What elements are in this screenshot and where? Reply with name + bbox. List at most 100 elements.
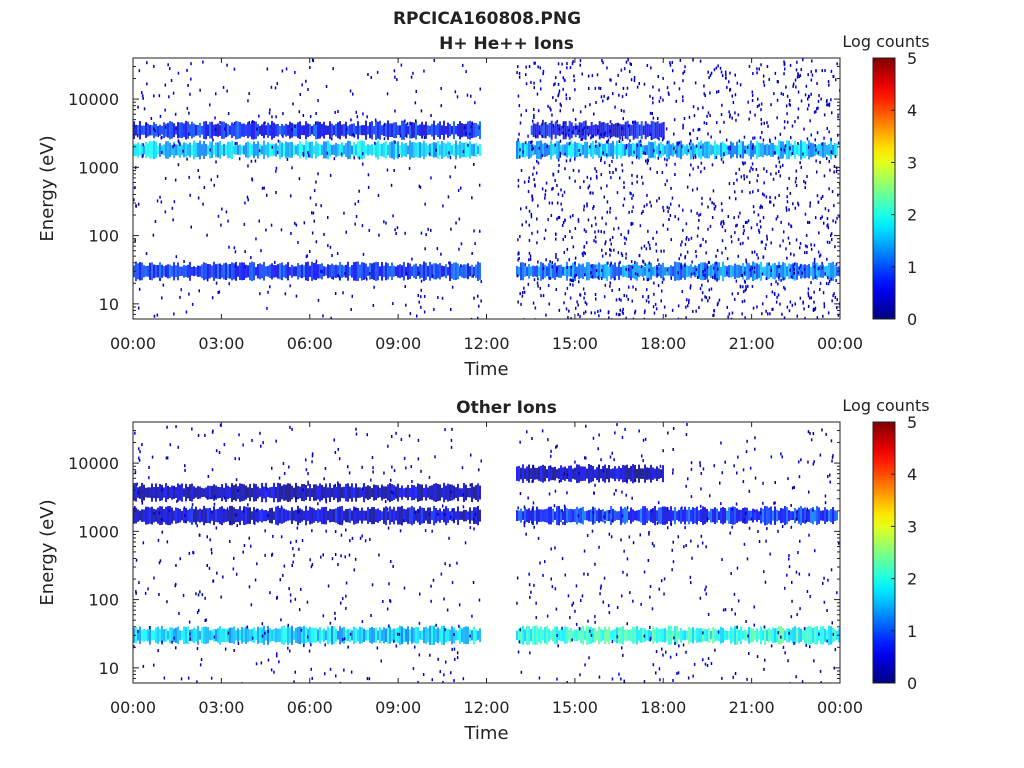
noise-cell [671, 548, 673, 552]
noise-cell [715, 254, 717, 258]
band-cell [640, 508, 642, 523]
band-cell [473, 486, 475, 499]
noise-cell [737, 215, 740, 219]
band-cell [253, 627, 255, 644]
band-cell [429, 125, 431, 135]
band-cell [217, 627, 219, 643]
noise-cell [248, 121, 250, 125]
noise-cell [525, 532, 527, 536]
band-cell [550, 140, 552, 160]
noise-cell [270, 668, 273, 672]
noise-cell [829, 480, 831, 484]
noise-cell [568, 258, 570, 262]
noise-cell [592, 436, 595, 440]
noise-cell [584, 456, 586, 460]
band-cell [271, 629, 273, 641]
noise-cell [275, 191, 277, 194]
noise-cell [821, 215, 823, 219]
noise-cell [835, 78, 837, 82]
noise-cell [701, 283, 703, 287]
noise-cell [688, 301, 690, 305]
noise-cell [472, 581, 475, 584]
noise-cell [623, 236, 626, 240]
noise-cell [733, 592, 736, 596]
noise-cell [202, 202, 204, 206]
noise-cell [547, 218, 549, 222]
noise-cell [603, 230, 605, 234]
noise-cell [571, 62, 574, 66]
noise-cell [585, 302, 588, 306]
band-cell [317, 143, 319, 157]
noise-cell [825, 282, 828, 286]
noise-cell [256, 562, 258, 566]
noise-cell [444, 628, 446, 632]
band-cell [548, 144, 550, 155]
noise-cell [704, 662, 707, 666]
noise-cell [216, 571, 218, 575]
noise-cell [657, 258, 659, 262]
noise-cell [424, 247, 426, 251]
noise-cell [731, 240, 733, 244]
band-cell [391, 509, 393, 522]
noise-cell [727, 215, 729, 218]
noise-cell [603, 515, 605, 519]
band-cell [536, 265, 538, 278]
noise-cell [187, 84, 189, 87]
noise-cell [742, 285, 744, 289]
noise-cell [666, 140, 669, 144]
noise-cell [815, 69, 817, 73]
noise-cell [760, 108, 762, 112]
noise-cell [323, 232, 325, 236]
noise-cell [544, 189, 547, 193]
noise-cell [768, 77, 770, 81]
noise-cell [779, 244, 781, 248]
noise-cell [762, 481, 764, 485]
noise-cell [591, 529, 594, 533]
noise-cell [556, 119, 558, 123]
noise-cell [579, 110, 582, 114]
noise-cell [278, 476, 281, 480]
noise-cell [576, 300, 578, 304]
noise-cell [613, 277, 616, 281]
noise-cell [480, 459, 482, 463]
noise-cell [462, 505, 465, 509]
noise-cell [621, 254, 624, 257]
band-cell [632, 464, 634, 484]
band-cell [281, 507, 283, 524]
noise-cell [545, 258, 547, 262]
band-cell [804, 627, 806, 644]
band-cell [385, 262, 387, 281]
noise-cell [819, 669, 822, 673]
band-cell [473, 266, 475, 276]
band-cell [622, 124, 625, 137]
band-cell [205, 508, 207, 524]
noise-cell [786, 305, 789, 309]
noise-cell [219, 121, 221, 124]
noise-cell [805, 84, 808, 88]
noise-cell [391, 435, 393, 438]
band-cell [203, 505, 205, 526]
noise-cell [694, 81, 697, 85]
noise-cell [327, 244, 329, 248]
noise-cell [616, 606, 619, 609]
noise-cell [701, 291, 704, 295]
band-cell [273, 265, 275, 278]
noise-cell [541, 187, 544, 191]
noise-cell [816, 170, 818, 174]
noise-cell [787, 236, 790, 240]
noise-cell [405, 272, 408, 276]
noise-cell [370, 478, 372, 482]
noise-cell [675, 653, 678, 657]
band-cell [399, 487, 401, 498]
band-cell [325, 125, 327, 135]
noise-cell [749, 110, 751, 114]
noise-cell [649, 94, 651, 98]
noise-cell [734, 190, 736, 194]
noise-cell [751, 162, 754, 166]
noise-cell [752, 167, 754, 171]
noise-cell [621, 169, 624, 173]
noise-cell [266, 193, 268, 197]
band-cell [145, 506, 147, 525]
band-cell [229, 142, 231, 158]
noise-cell [632, 205, 634, 209]
